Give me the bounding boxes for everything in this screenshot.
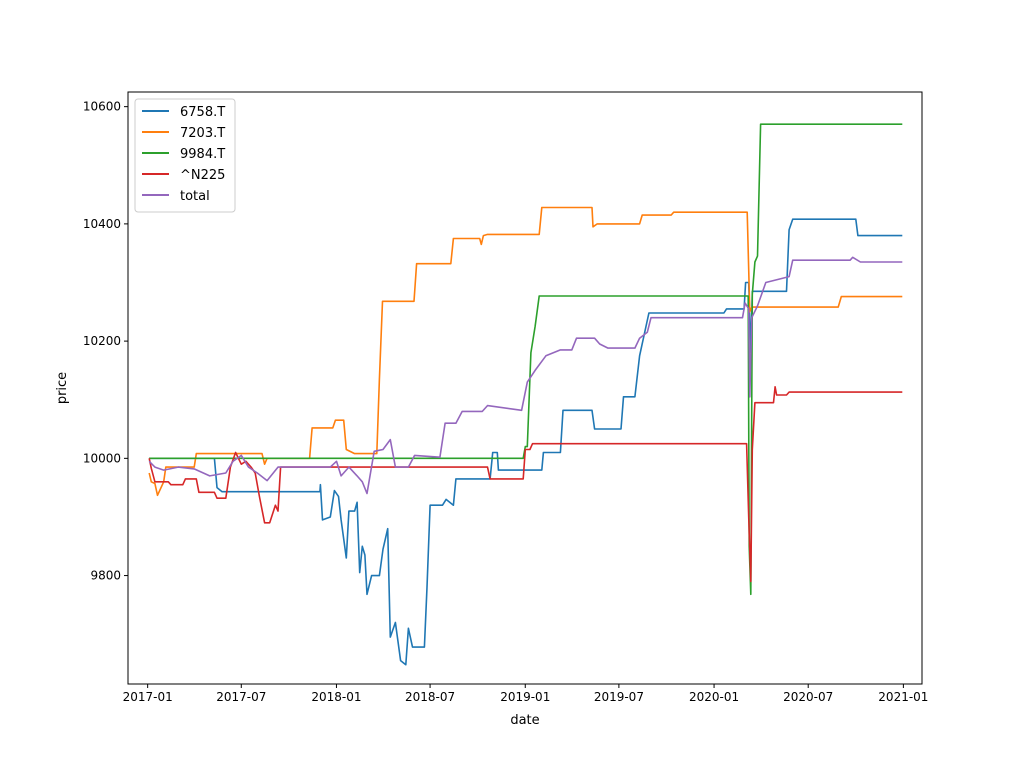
x-tick-label: 2021-01 [878,690,928,704]
series-line-2 [149,123,903,596]
y-axis-title: price [55,372,70,404]
x-tick-label: 2019-07 [594,690,644,704]
y-tick-label: 10200 [83,334,121,348]
legend-label: 6758.T [180,105,225,120]
x-tick-label: 2017-01 [123,690,173,704]
y-tick-label: 10400 [83,217,121,231]
x-tick-label: 2020-01 [689,690,739,704]
series-line-4 [148,256,903,495]
x-tick-label: 2017-07 [216,690,266,704]
y-tick-label: 9800 [90,569,121,583]
series-line-3 [148,386,903,583]
legend-label: 7203.T [180,126,225,141]
legend: 6758.T 7203.T 9984.T ^N225 total [134,98,236,213]
series-line-0 [149,218,903,666]
x-axis-title: date [510,713,539,728]
x-tick-label: 2018-07 [405,690,455,704]
y-tick-label: 10600 [83,100,121,114]
legend-label: ^N225 [180,168,225,183]
x-axis: 2017-01 2017-07 2018-01 2018-07 2019-01 2019-… [123,684,928,704]
legend-label: total [180,189,210,204]
series-line-1 [148,206,903,497]
y-axis: 9800 10000 10200 10400 10600 [83,100,128,583]
series-layer [148,123,903,666]
x-tick-label: 2020-07 [783,690,833,704]
x-tick-label: 2019-01 [500,690,550,704]
legend-box [134,98,236,213]
legend-label: 9984.T [180,147,225,162]
y-tick-label: 10000 [83,451,121,465]
x-tick-label: 2018-01 [311,690,361,704]
